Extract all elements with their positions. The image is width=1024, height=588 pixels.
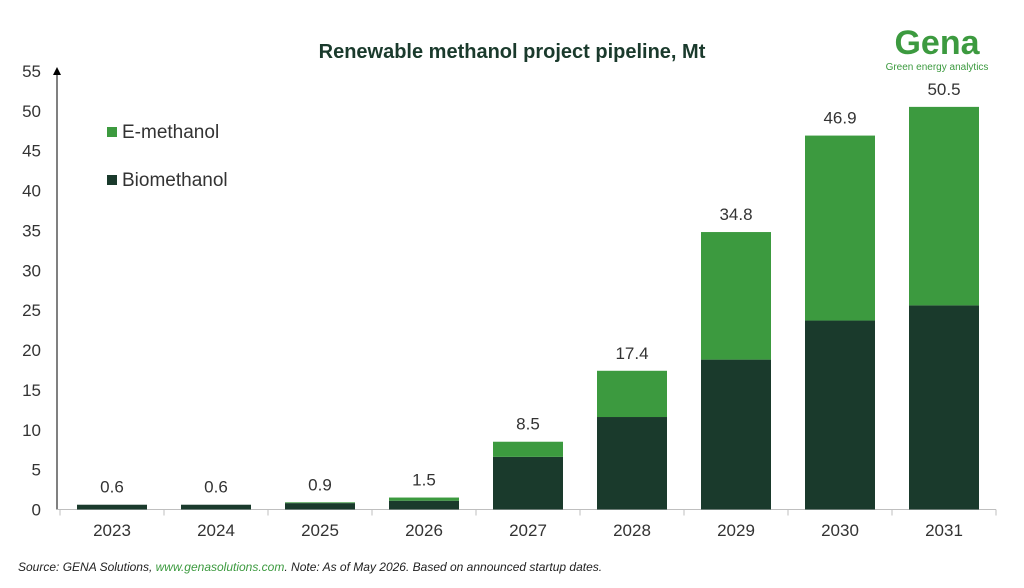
x-tick-label-2028: 2028	[613, 521, 651, 540]
total-label-2023: 0.6	[100, 478, 124, 497]
source-note: Source: GENA Solutions, www.genasolution…	[18, 560, 602, 574]
bar-biomethanol-2026	[389, 500, 459, 510]
total-label-2031: 50.5	[927, 80, 960, 99]
bar-e-methanol-2029	[701, 232, 771, 360]
logo-tagline: Green energy analytics	[886, 62, 989, 73]
bar-e-methanol-2025	[285, 502, 355, 504]
legend-swatch-biomethanol	[107, 175, 117, 185]
y-tick-label: 35	[22, 221, 41, 240]
chart-title: Renewable methanol project pipeline, Mt	[319, 41, 706, 63]
x-tick-label-2031: 2031	[925, 521, 963, 540]
bar-biomethanol-2029	[701, 359, 771, 510]
y-tick-label: 40	[22, 182, 41, 201]
bar-biomethanol-2025	[285, 503, 355, 510]
logo-name: Gena	[894, 24, 980, 62]
legend-label-biomethanol: Biomethanol	[122, 170, 228, 191]
y-tick-label: 50	[22, 102, 41, 121]
logo: Gena Green energy analytics	[886, 24, 989, 73]
source-link[interactable]: www.genasolutions.com	[155, 560, 285, 574]
y-tick-label: 30	[22, 261, 41, 280]
bar-e-methanol-2026	[389, 497, 459, 501]
x-tick-label-2024: 2024	[197, 521, 235, 540]
source-suffix: . Note: As of May 2026. Based on announc…	[284, 560, 603, 574]
y-tick-label: 0	[32, 501, 41, 520]
y-tick-label: 15	[22, 381, 41, 400]
x-tick-label-2030: 2030	[821, 521, 859, 540]
legend-label-e-methanol: E-methanol	[122, 122, 219, 143]
x-tick-label-2023: 2023	[93, 521, 131, 540]
bar-e-methanol-2031	[909, 106, 979, 306]
total-label-2030: 46.9	[823, 109, 856, 128]
total-label-2024: 0.6	[204, 478, 228, 497]
y-axis-arrow	[53, 67, 61, 75]
y-tick-label: 10	[22, 421, 41, 440]
bars: 0.6 2023 0.6 2024 0.9 2025 1.5 2026 8.5 2027 17.4 2…	[77, 80, 979, 540]
bar-biomethanol-2031	[909, 305, 979, 510]
bar-e-methanol-2027	[493, 441, 563, 457]
x-tick-label-2029: 2029	[717, 521, 755, 540]
y-tick-label: 20	[22, 341, 41, 360]
source-prefix: Source: GENA Solutions,	[18, 560, 156, 574]
total-label-2025: 0.9	[308, 475, 332, 494]
total-label-2029: 34.8	[719, 205, 752, 224]
total-label-2028: 17.4	[615, 344, 648, 363]
y-tick-label: 25	[22, 301, 41, 320]
bar-biomethanol-2028	[597, 417, 667, 510]
bar-e-methanol-2030	[805, 135, 875, 321]
x-tick-label-2027: 2027	[509, 521, 547, 540]
x-tick-label-2025: 2025	[301, 521, 339, 540]
bar-e-methanol-2028	[597, 370, 667, 418]
y-tick-label: 45	[22, 142, 41, 161]
y-tick-label: 55	[22, 62, 41, 81]
y-tick-label: 5	[32, 461, 41, 480]
bar-biomethanol-2023	[77, 504, 147, 510]
bar-biomethanol-2027	[493, 456, 563, 510]
total-label-2027: 8.5	[516, 415, 540, 434]
x-tick-label-2026: 2026	[405, 521, 443, 540]
legend-swatch-e-methanol	[107, 127, 117, 137]
bar-biomethanol-2030	[805, 320, 875, 510]
bar-biomethanol-2024	[181, 504, 251, 510]
legend: E-methanol Biomethanol	[107, 122, 228, 191]
total-label-2026: 1.5	[412, 471, 436, 490]
